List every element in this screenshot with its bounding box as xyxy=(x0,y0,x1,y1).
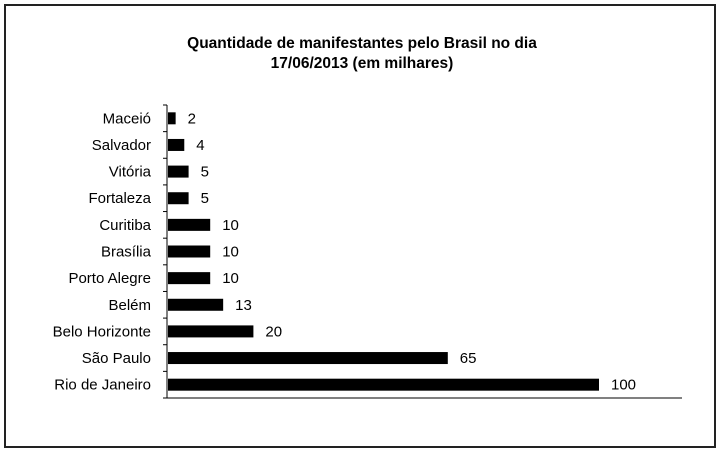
chart-title-line-1: Quantidade de manifestantes pelo Brasil … xyxy=(187,35,537,52)
category-label: São Paulo xyxy=(82,350,151,367)
bar xyxy=(168,378,599,391)
bar xyxy=(168,218,211,231)
data-label: 20 xyxy=(265,323,282,340)
bar xyxy=(168,192,189,205)
category-label: Rio de Janeiro xyxy=(54,377,151,394)
category-label: Salvador xyxy=(92,137,151,154)
category-label: Porto Alegre xyxy=(68,270,151,287)
bar xyxy=(168,298,224,311)
data-label: 10 xyxy=(222,217,239,234)
category-label: Maceió xyxy=(103,110,151,127)
bar xyxy=(168,352,448,365)
bar xyxy=(168,325,254,338)
category-label: Brasília xyxy=(101,244,152,261)
category-label: Fortaleza xyxy=(88,190,151,207)
data-label: 5 xyxy=(201,164,209,181)
bar xyxy=(168,112,176,125)
category-label: Vitória xyxy=(109,164,152,181)
category-label: Curitiba xyxy=(99,217,151,234)
data-label: 65 xyxy=(460,350,477,367)
chart-frame xyxy=(4,4,716,448)
bar xyxy=(168,272,211,285)
data-label: 4 xyxy=(196,137,204,154)
bar xyxy=(168,245,211,258)
data-label: 5 xyxy=(201,190,209,207)
category-label: Belo Horizonte xyxy=(53,323,151,340)
data-label: 13 xyxy=(235,297,252,314)
chart-title-line-2: 17/06/2013 (em milhares) xyxy=(270,55,454,72)
data-label: 10 xyxy=(222,270,239,287)
data-label: 100 xyxy=(611,377,636,394)
bar xyxy=(168,138,185,151)
data-label: 2 xyxy=(188,110,196,127)
bar xyxy=(168,165,189,178)
data-label: 10 xyxy=(222,244,239,261)
chart-title: Quantidade de manifestantes pelo Brasil … xyxy=(0,34,724,74)
category-label: Belém xyxy=(108,297,151,314)
